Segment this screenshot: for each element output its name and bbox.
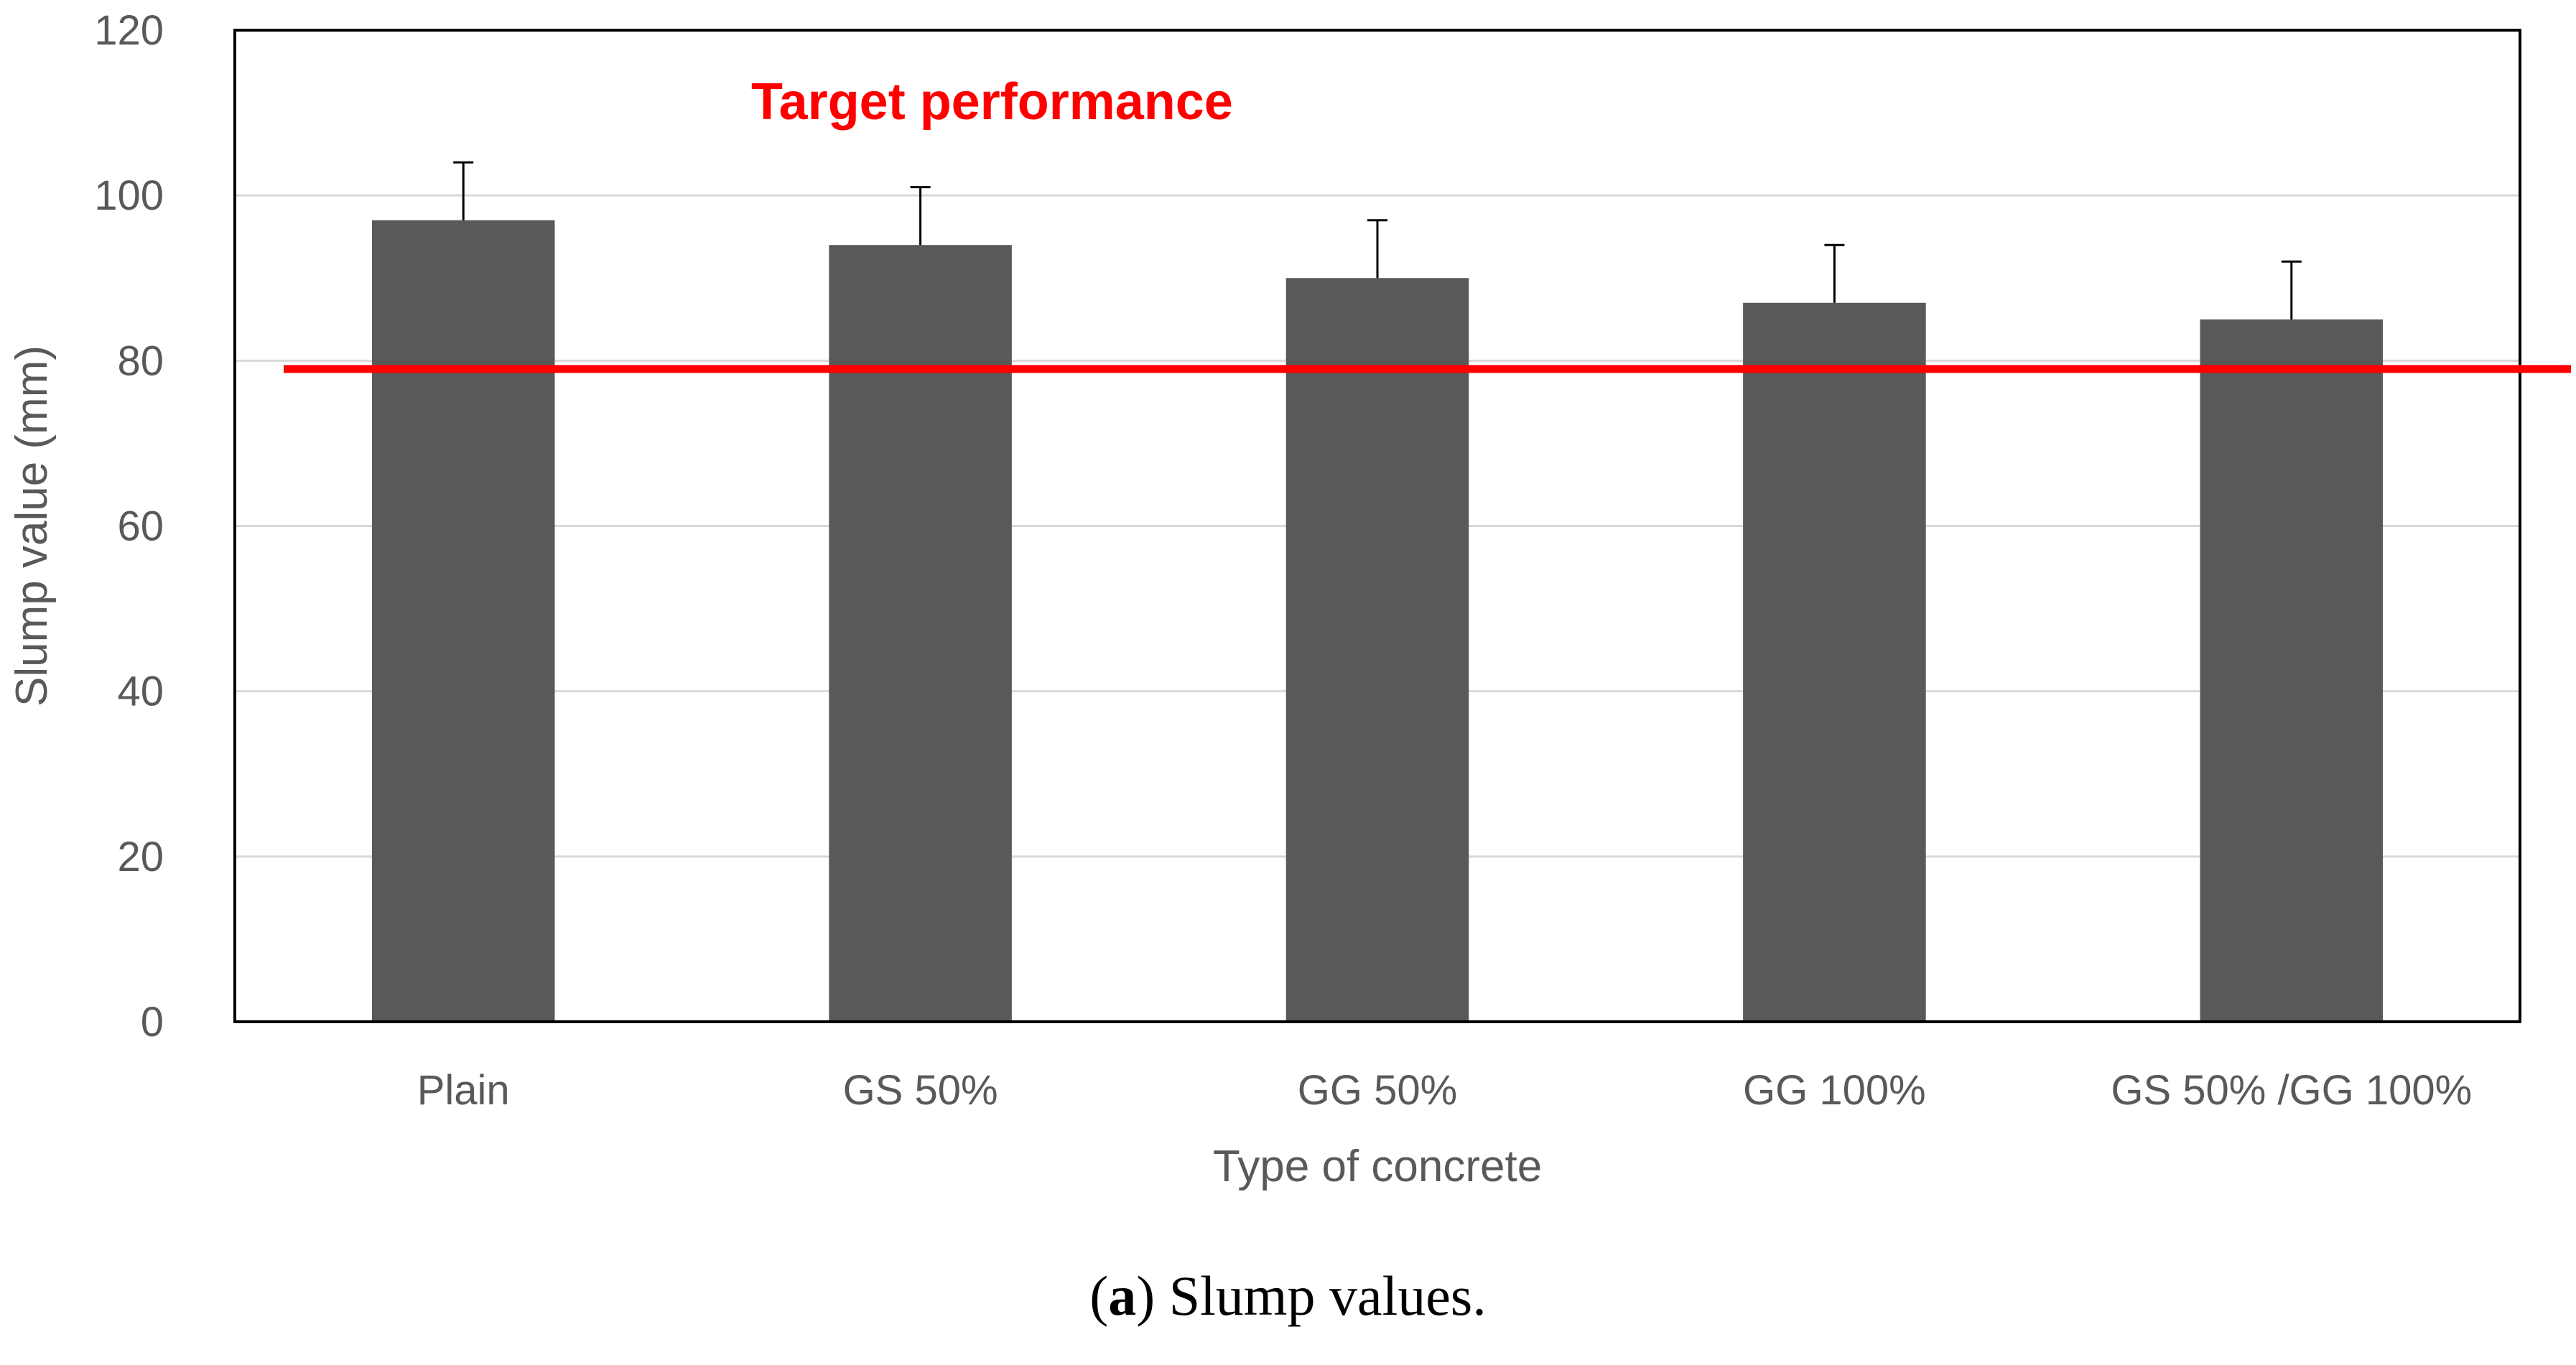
x-tick-label: GG 50% [1298, 1067, 1457, 1114]
x-tick-label: GG 100% [1743, 1067, 1926, 1114]
caption-letter: a [1108, 1264, 1137, 1327]
y-tick-label: 0 [141, 999, 164, 1045]
y-tick-label: 80 [117, 337, 164, 384]
x-axis-ticks: Plain GS 50% GG 50% GG 100% GS 50% /GG 100% [417, 1067, 2473, 1114]
bar [371, 220, 555, 1022]
y-tick-label: 100 [94, 172, 164, 219]
x-tick-label: Plain [417, 1067, 510, 1114]
bar [829, 245, 1012, 1022]
bar [1743, 302, 1926, 1022]
x-tick-label: GS 50% /GG 100% [2111, 1067, 2472, 1114]
y-tick-label: 20 [117, 834, 164, 880]
y-tick-label: 120 [94, 7, 164, 54]
x-axis-title: Type of concrete [1213, 1142, 1542, 1191]
x-tick-label: GS 50% [843, 1067, 998, 1114]
figure-caption: (a) Slump values. [1089, 1264, 1487, 1327]
caption-text: Slump values. [1168, 1264, 1487, 1327]
y-axis-title: Slump value (mm) [7, 345, 57, 707]
plot-area-frame [233, 29, 2521, 1023]
bars [371, 220, 2384, 1022]
y-tick-label: 60 [117, 503, 164, 550]
target-performance-label: Target performance [751, 73, 1233, 131]
y-axis-ticks: 0 20 40 60 80 100 120 [94, 7, 164, 1045]
bar [1285, 278, 1469, 1022]
error-bars [453, 161, 2302, 320]
bar [2200, 319, 2384, 1022]
y-tick-label: 40 [117, 668, 164, 715]
